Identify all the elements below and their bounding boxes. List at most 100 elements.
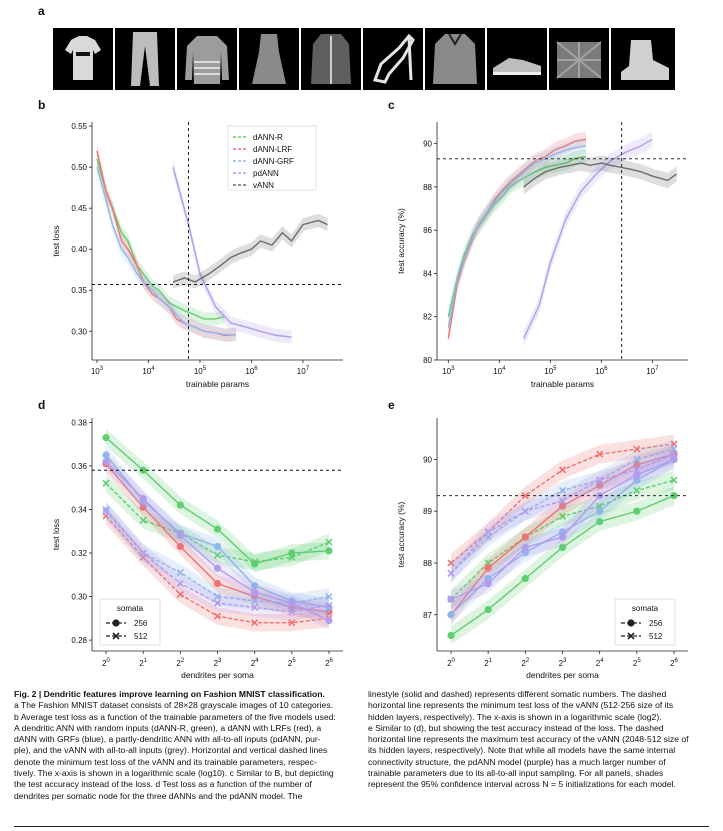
- series-band-dann-lrf: [106, 507, 329, 632]
- y-tick-label: 0.30: [71, 327, 87, 336]
- caption-bottom-rule: [14, 826, 709, 827]
- coat-image: [301, 28, 361, 90]
- data-point: [521, 533, 529, 541]
- panel-letter-e: e: [388, 398, 395, 412]
- panel-letter-b: b: [38, 98, 46, 112]
- data-point-x: [139, 516, 147, 524]
- data-point: [596, 507, 604, 515]
- caption-line-r3: e Similar to (d), but showing the test a…: [368, 722, 664, 733]
- caption-line-b6: the test accuracy instead of the loss. d…: [14, 779, 312, 790]
- x-tick-label: 21: [139, 658, 147, 668]
- x-tick-label: 20: [447, 658, 455, 668]
- data-point: [484, 580, 492, 588]
- legend-label: 512: [134, 632, 148, 641]
- data-point-x: [484, 559, 492, 567]
- data-point-x: [670, 450, 678, 458]
- data-point-x: [139, 549, 147, 557]
- data-point: [102, 457, 110, 466]
- caption-line-r6: connectivity structure, the pdANN model …: [368, 756, 666, 767]
- x-tick-label: 105: [194, 366, 207, 376]
- y-tick-label: 90: [423, 455, 432, 464]
- series-line-vann: [172, 219, 328, 283]
- y-tick-label: 0.55: [71, 122, 87, 131]
- series-line-dann-lrf: [447, 138, 587, 339]
- caption-line-b3: ple), and the vANN with all-to-all input…: [14, 745, 328, 756]
- dress-image: [239, 28, 299, 90]
- legend-title: somata: [117, 604, 144, 613]
- series-band-vann: [173, 213, 328, 289]
- data-point: [251, 588, 259, 596]
- y-tick-label: 0.30: [71, 593, 87, 602]
- y-axis-label: test accuracy (%): [396, 502, 406, 568]
- data-point: [176, 542, 184, 551]
- x-tick-label: 22: [521, 658, 529, 668]
- series-band-dann-r: [451, 470, 674, 609]
- y-tick-label: 0.38: [71, 418, 87, 427]
- data-point-x: [447, 569, 455, 577]
- x-tick-label: 24: [251, 658, 259, 668]
- data-point-x: [670, 445, 678, 453]
- data-point: [484, 605, 492, 614]
- caption-line-r4: horizontal line represents the maximum t…: [368, 734, 689, 745]
- caption-line-b0: b Average test loss as a function of the…: [14, 711, 336, 722]
- legend-box: [99, 598, 161, 646]
- caption-right: linestyle (solid and dashed) represents …: [368, 689, 713, 791]
- x-tick-label: 25: [633, 658, 641, 668]
- data-point: [558, 502, 567, 510]
- caption-line-r7: trainable parameters due to its all-to-a…: [368, 768, 664, 779]
- data-point: [325, 603, 333, 612]
- x-tick-label: 106: [245, 366, 258, 376]
- series-line-dann-r: [447, 155, 587, 317]
- y-tick-label: 0.34: [71, 505, 87, 514]
- data-point-x: [633, 486, 641, 495]
- data-point: [288, 599, 296, 607]
- data-point-x: [176, 569, 184, 577]
- data-point-x: [596, 476, 604, 484]
- x-axis-label: dendrites per soma: [181, 670, 254, 680]
- legend-title: somata: [632, 604, 659, 613]
- data-point-x: [670, 476, 678, 484]
- data-point: [139, 503, 147, 511]
- x-tick-label: 23: [214, 658, 222, 668]
- legend-label: dANN-R: [253, 133, 283, 142]
- caption-line-r8: represent the 95% confidence interval ac…: [368, 779, 676, 790]
- data-point-x: [670, 440, 678, 448]
- data-point-x: [325, 592, 333, 601]
- data-point-x: [213, 612, 222, 620]
- legend-label: dANN-GRF: [253, 157, 294, 166]
- y-tick-label: 0.28: [71, 636, 87, 645]
- pullover-image: [177, 28, 237, 90]
- legend-label: 512: [649, 632, 663, 641]
- series-band-dann-lrf: [96, 144, 236, 342]
- x-axis-label: trainable params: [531, 379, 594, 389]
- data-point: [521, 549, 529, 557]
- x-tick-label: 104: [142, 366, 155, 376]
- series-band-dann-grf: [106, 500, 329, 612]
- series-line-pdann: [523, 138, 653, 339]
- series-band-pdann: [451, 450, 674, 609]
- data-point: [139, 466, 147, 474]
- legend-marker-x: [627, 632, 635, 640]
- x-tick-label: 21: [484, 658, 492, 668]
- series-band-dann-r: [448, 149, 586, 325]
- data-point-x: [213, 551, 222, 559]
- sandal-image: [363, 28, 423, 90]
- caption-line-a: a The Fashion MNIST dataset consists of …: [14, 700, 334, 711]
- series-band-dann-lrf: [448, 131, 586, 346]
- data-point-x: [251, 558, 259, 566]
- data-point-x: [633, 445, 641, 453]
- data-point-x: [558, 486, 567, 495]
- data-point: [213, 564, 222, 572]
- data-point-x: [213, 599, 222, 607]
- caption-line-r0: linestyle (solid and dashed) represents …: [368, 689, 667, 699]
- x-tick-label: 25: [288, 658, 296, 668]
- data-point-x: [484, 528, 492, 536]
- y-axis-label: test accuracy (%): [396, 208, 406, 274]
- data-point-x: [251, 619, 259, 627]
- data-point-x: [596, 502, 604, 510]
- data-point-x: [325, 601, 333, 609]
- data-point: [484, 574, 492, 583]
- panel-letter-d: d: [38, 398, 46, 412]
- data-point: [521, 574, 529, 583]
- legend-box: [614, 598, 676, 646]
